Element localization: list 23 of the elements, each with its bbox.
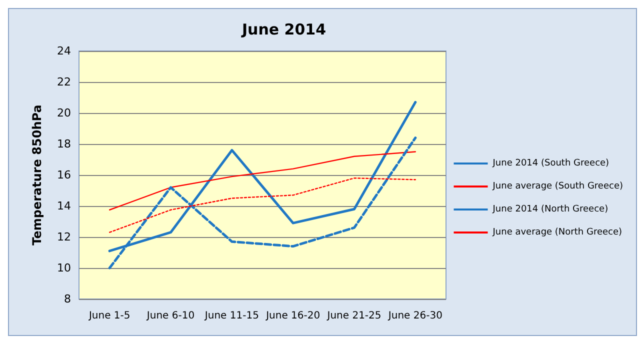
y-tick-label: 22 bbox=[57, 76, 71, 88]
line-series bbox=[108, 178, 416, 233]
y-tick-label: 12 bbox=[57, 230, 71, 244]
x-tick-label: June 16-20 bbox=[265, 310, 320, 322]
x-tick-label: June 26-30 bbox=[387, 310, 442, 322]
y-axis-title: Temperature 850hPa bbox=[30, 104, 44, 246]
x-tick-label: June 21-25 bbox=[326, 310, 382, 322]
y-tick-label: 14 bbox=[57, 200, 71, 212]
x-tick-label: June 1-5 bbox=[88, 310, 130, 322]
x-tick-label: June 11-15 bbox=[204, 310, 259, 322]
y-tick-label: 18 bbox=[57, 138, 71, 150]
x-tick-label: June 6-10 bbox=[146, 310, 195, 322]
y-tick-label: 8 bbox=[64, 292, 71, 306]
legend-label: June average (North Greece) bbox=[492, 228, 622, 238]
y-tick-label: 20 bbox=[57, 106, 71, 120]
chart-title: June 2014 bbox=[240, 20, 326, 38]
legend-label: June 2014 (North Greece) bbox=[492, 204, 608, 214]
y-tick-label: 24 bbox=[57, 44, 71, 58]
line-series bbox=[108, 151, 416, 210]
legend-label: June 2014 (South Greece) bbox=[492, 158, 610, 168]
y-tick-label: 10 bbox=[57, 262, 71, 274]
y-tick-label: 16 bbox=[57, 168, 71, 182]
legend-label: June average (South Greece) bbox=[492, 182, 624, 192]
